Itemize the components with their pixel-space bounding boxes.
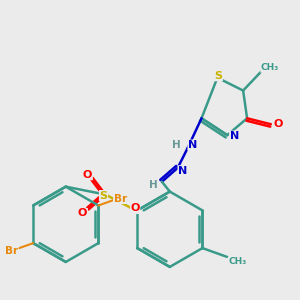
Text: N: N (230, 131, 239, 141)
Text: CH₃: CH₃ (261, 63, 279, 72)
Text: N: N (178, 166, 187, 176)
Text: Br: Br (5, 246, 18, 256)
Text: O: O (273, 119, 283, 129)
Text: O: O (83, 170, 92, 180)
Text: N: N (188, 140, 197, 150)
Text: H: H (148, 180, 157, 190)
Text: Br: Br (114, 194, 127, 203)
Text: CH₃: CH₃ (228, 257, 246, 266)
Text: H: H (172, 140, 181, 150)
Text: S: S (99, 190, 107, 201)
Text: O: O (78, 208, 87, 218)
Text: O: O (130, 203, 140, 214)
Text: S: S (214, 71, 222, 81)
